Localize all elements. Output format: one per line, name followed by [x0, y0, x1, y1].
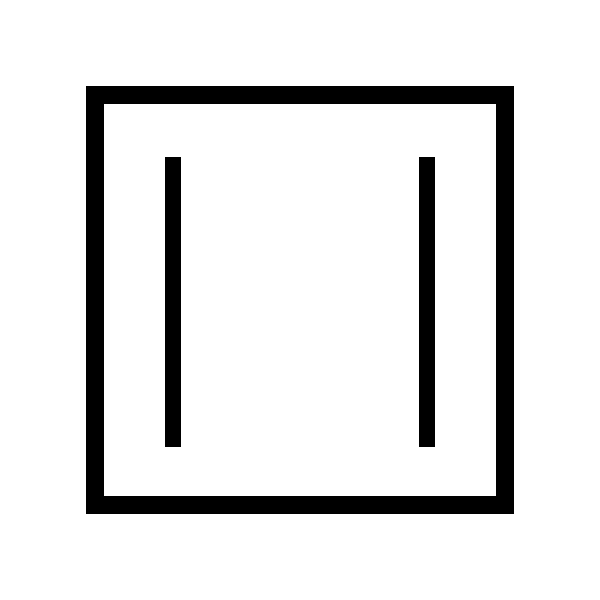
right-bar: [419, 157, 435, 447]
icon-canvas: [0, 0, 600, 600]
left-bar: [165, 157, 181, 447]
outer-square: [86, 86, 514, 514]
